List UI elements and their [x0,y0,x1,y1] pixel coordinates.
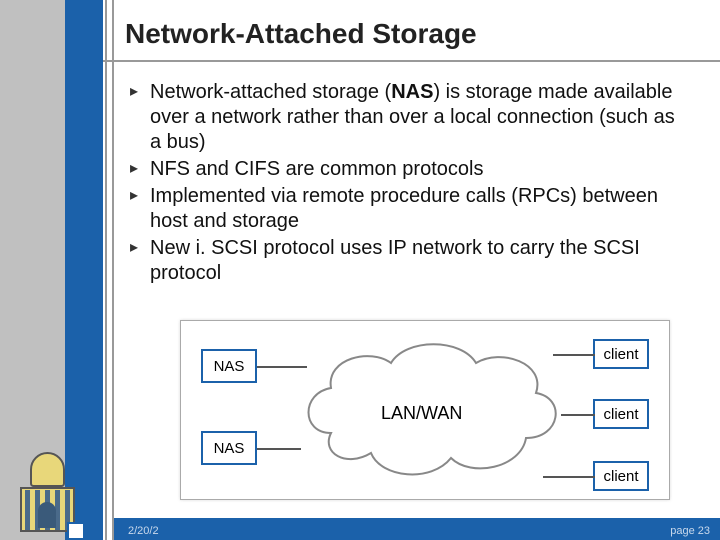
connector-line [561,414,595,416]
nas-box: NAS [201,349,257,383]
footer-page: page 23 [670,525,710,537]
corner-accent-icon [67,522,85,540]
footer-date: 2/20/2 [128,525,159,537]
client-box: client [593,339,649,369]
bullet-text-pre: Implemented via remote procedure calls (… [150,185,658,232]
connector-line [553,354,595,356]
nas-diagram: LAN/WAN NAS NAS client client client [180,320,670,500]
connector-line [257,366,307,368]
bullet-text-bold: NAS [391,81,433,103]
client-box: client [593,461,649,491]
client-box: client [593,399,649,429]
bullet-text-pre: NFS and CIFS are common protocols [150,158,483,180]
logo-dome-icon [0,410,120,540]
page-title: Network-Attached Storage [125,18,477,50]
nas-box: NAS [201,431,257,465]
bullet-text-pre: Network-attached storage ( [150,81,391,103]
footer-bar [114,518,720,540]
connector-line [257,448,301,450]
list-item: New i. SCSI protocol uses IP network to … [130,236,690,286]
cloud-label: LAN/WAN [381,403,462,424]
title-underline [103,60,720,62]
list-item: Network-attached storage (NAS) is storag… [130,80,690,155]
list-item: NFS and CIFS are common protocols [130,157,690,182]
connector-line [543,476,595,478]
bullet-list: Network-attached storage (NAS) is storag… [130,80,690,288]
bullet-text-pre: New i. SCSI protocol uses IP network to … [150,237,640,284]
list-item: Implemented via remote procedure calls (… [130,184,690,234]
